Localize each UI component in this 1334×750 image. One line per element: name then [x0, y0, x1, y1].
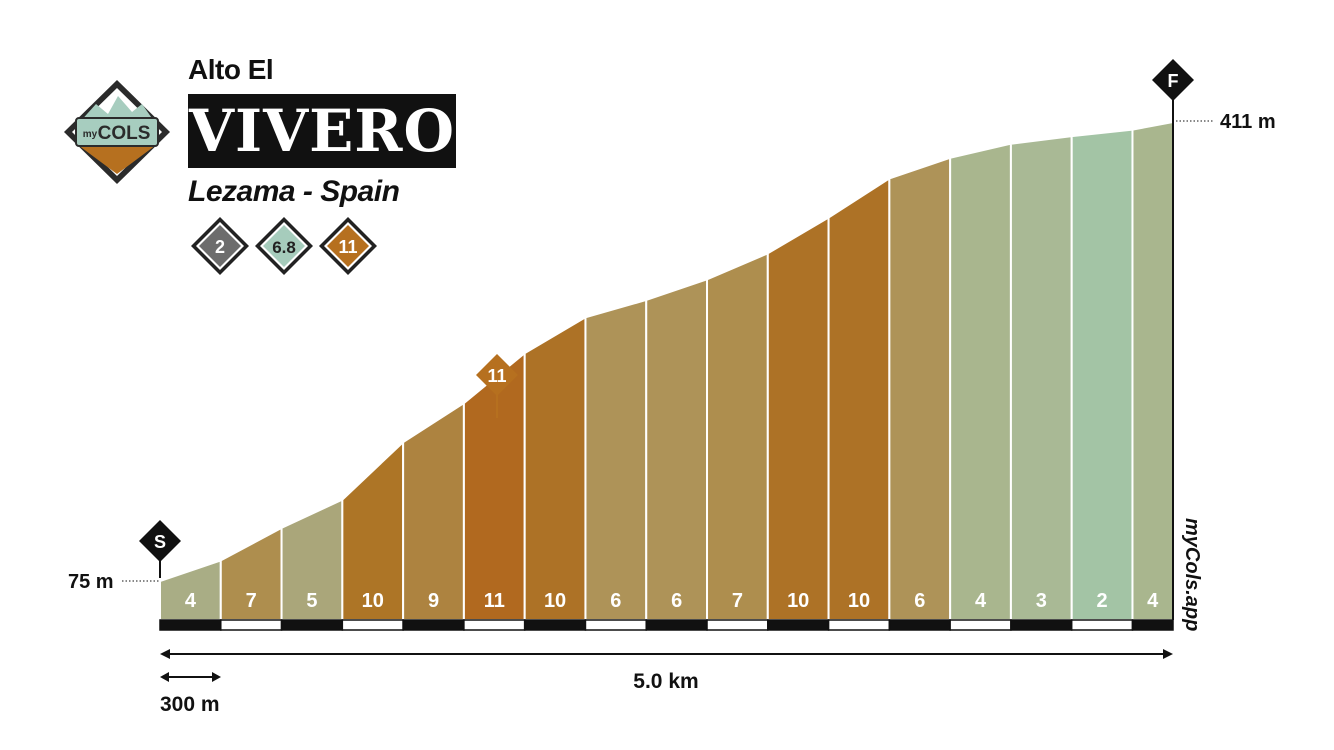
badge-difficulty: 2: [191, 217, 249, 275]
segment-scale-arrowhead-right: [212, 672, 221, 682]
segment-gradient-label: 4: [975, 590, 987, 612]
scale-bar-block: [1070, 619, 1134, 631]
watermark: myCols.app: [1181, 518, 1203, 631]
segment-gradient-label: 10: [544, 590, 566, 612]
logo-band: [75, 117, 159, 147]
segment-gradient-label: 4: [1147, 590, 1159, 612]
finish-marker: F: [1152, 59, 1194, 101]
scale-bar-block: [827, 619, 891, 631]
max-gradient-label: 11: [487, 366, 506, 386]
profile-segment: [584, 298, 648, 621]
profile-segment: [888, 156, 952, 621]
segment-gradient-label: 6: [610, 590, 621, 612]
scale-bar-block: [767, 619, 830, 631]
segment-gradient-label: 4: [185, 590, 197, 612]
segment-scale-arrow: [160, 672, 221, 682]
scale-bar-block: [280, 619, 344, 631]
scale-bar-block: [402, 619, 465, 631]
scale-bar-block: [463, 619, 526, 631]
profile-segment: [706, 251, 769, 621]
location-subtitle: Lezama - Spain: [188, 175, 400, 208]
logo-ground: [78, 145, 156, 174]
finish-marker-diamond: [1152, 59, 1194, 101]
segment-gradient-label: 5: [306, 590, 317, 612]
segment-scale-label: 300 m: [160, 693, 220, 716]
finish-marker-label: F: [1168, 71, 1179, 91]
segment-gradient-label: 2: [1097, 590, 1108, 612]
logo-text-small: my: [83, 129, 98, 140]
segment-gradient-label: 6: [671, 590, 682, 612]
start-marker: S: [139, 520, 181, 562]
distance-scale-bar: [159, 619, 1174, 631]
badge-difficulty-value: 2: [215, 237, 225, 257]
start-elevation-label: 75 m: [68, 571, 114, 593]
mycols-logo: my COLS: [64, 80, 170, 184]
profile-segment: [949, 142, 1012, 621]
max-gradient-marker: 11: [476, 354, 518, 396]
segment-gradient-labels: 4 7 5 10 9 11 10 6 6 7 10 10 6 4 3 2 4: [185, 590, 1159, 612]
scale-bar-block: [706, 619, 769, 631]
segment-gradient-label: 7: [246, 590, 257, 612]
segment-gradient-label: 10: [848, 590, 870, 612]
segment-gradient-label: 6: [914, 590, 925, 612]
profile-segment: [1009, 134, 1073, 621]
profile-segment: [827, 176, 891, 621]
profile-segment: [1070, 128, 1134, 621]
profile-segment: [523, 315, 587, 621]
segment-scale-arrowhead-left: [160, 672, 169, 682]
total-distance-label: 5.0 km: [633, 670, 698, 693]
badge-avg-gradient: 6.8: [255, 217, 313, 275]
scale-bar-block: [1010, 619, 1073, 631]
total-distance-arrow: [160, 649, 1173, 659]
start-marker-label: S: [154, 532, 166, 552]
total-distance-arrowhead-right: [1163, 649, 1173, 659]
segment-gradient-label: 9: [428, 590, 439, 612]
profile-segment: [402, 401, 465, 621]
badge-max-gradient-value: 11: [338, 237, 357, 257]
scale-bar-block: [159, 619, 222, 631]
badge-difficulty-fill: [199, 225, 241, 267]
logo-text-big: COLS: [98, 123, 151, 144]
scale-bar-block: [341, 619, 404, 631]
max-gradient-diamond: [476, 354, 518, 396]
title-box: VIVERO: [188, 94, 456, 168]
scale-bar-block: [645, 619, 708, 631]
badge-avg-gradient-fill: [263, 225, 305, 267]
title-prefix: Alto El: [188, 54, 274, 85]
badge-avg-gradient-value: 6.8: [272, 238, 296, 257]
scale-bar-block: [949, 619, 1012, 631]
segment-gradient-label: 7: [732, 590, 743, 612]
segment-gradient-label: 11: [484, 590, 505, 612]
profile-segment: [1131, 120, 1174, 621]
finish-elevation-label: 411 m: [1220, 111, 1276, 133]
scale-bar-block: [584, 619, 647, 631]
segment-gradient-label: 10: [362, 590, 384, 612]
scale-bar-block: [523, 619, 587, 631]
badge-max-gradient: 11: [319, 217, 377, 275]
start-marker-diamond: [139, 520, 181, 562]
profile-segment: [645, 277, 709, 621]
profile-segments: [159, 120, 1174, 621]
segment-gradient-label: 10: [787, 590, 809, 612]
scale-bar-block: [220, 619, 283, 631]
scale-bar-block: [888, 619, 951, 631]
scale-bar-block: [1131, 619, 1174, 631]
title-main: VIVERO: [188, 97, 456, 165]
badge-max-gradient-fill: [327, 225, 369, 267]
profile-segment: [766, 215, 830, 621]
total-distance-arrowhead-left: [160, 649, 170, 659]
segment-gradient-label: 3: [1036, 590, 1047, 612]
